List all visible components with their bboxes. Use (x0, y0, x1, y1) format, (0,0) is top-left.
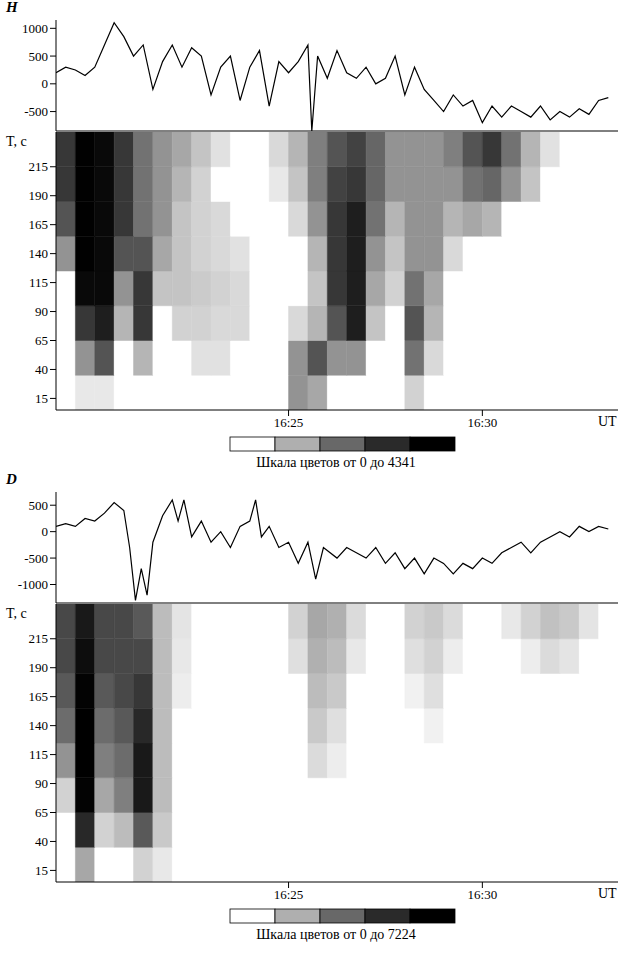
svg-text:500: 500 (29, 49, 49, 64)
svg-text:215: 215 (29, 631, 49, 646)
html-text:UT: UT (598, 414, 617, 429)
svg-text:115: 115 (29, 747, 48, 762)
svg-text:-500: -500 (24, 551, 48, 566)
html-text:Шкала цветов от 0 до 7224: Шкала цветов от 0 до 7224 (256, 927, 416, 942)
svg-text:140: 140 (29, 246, 49, 261)
svg-text:0: 0 (42, 76, 49, 91)
svg-text:16:30: 16:30 (468, 887, 498, 902)
svg-text:15: 15 (35, 863, 48, 878)
svg-text:40: 40 (35, 834, 48, 849)
svg-text:-500: -500 (24, 104, 48, 119)
html-text:T, с: T, с (6, 134, 27, 149)
svg-text:1000: 1000 (22, 21, 48, 36)
svg-text:165: 165 (29, 689, 49, 704)
svg-text:500: 500 (29, 498, 49, 513)
svg-text:215: 215 (29, 159, 49, 174)
svg-text:0: 0 (42, 524, 49, 539)
svg-text:90: 90 (35, 304, 48, 319)
svg-text:190: 190 (29, 660, 49, 675)
svg-text:140: 140 (29, 718, 49, 733)
svg-text:16:30: 16:30 (468, 415, 498, 430)
html-text:D: D (6, 471, 17, 487)
html-text:H: H (6, 0, 18, 15)
svg-text:40: 40 (35, 362, 48, 377)
svg-text:90: 90 (35, 776, 48, 791)
svg-text:16:25: 16:25 (274, 887, 304, 902)
svg-text:65: 65 (35, 805, 48, 820)
html-text:T, с: T, с (6, 606, 27, 621)
html-text:Шкала цветов от 0 до 4341: Шкала цветов от 0 до 4341 (256, 455, 416, 470)
svg-text:115: 115 (29, 275, 48, 290)
svg-text:65: 65 (35, 333, 48, 348)
html-text:UT: UT (598, 886, 617, 901)
svg-text:190: 190 (29, 188, 49, 203)
svg-text:16:25: 16:25 (274, 415, 304, 430)
svg-text:165: 165 (29, 217, 49, 232)
svg-text:15: 15 (35, 391, 48, 406)
svg-text:-1000: -1000 (18, 577, 48, 592)
